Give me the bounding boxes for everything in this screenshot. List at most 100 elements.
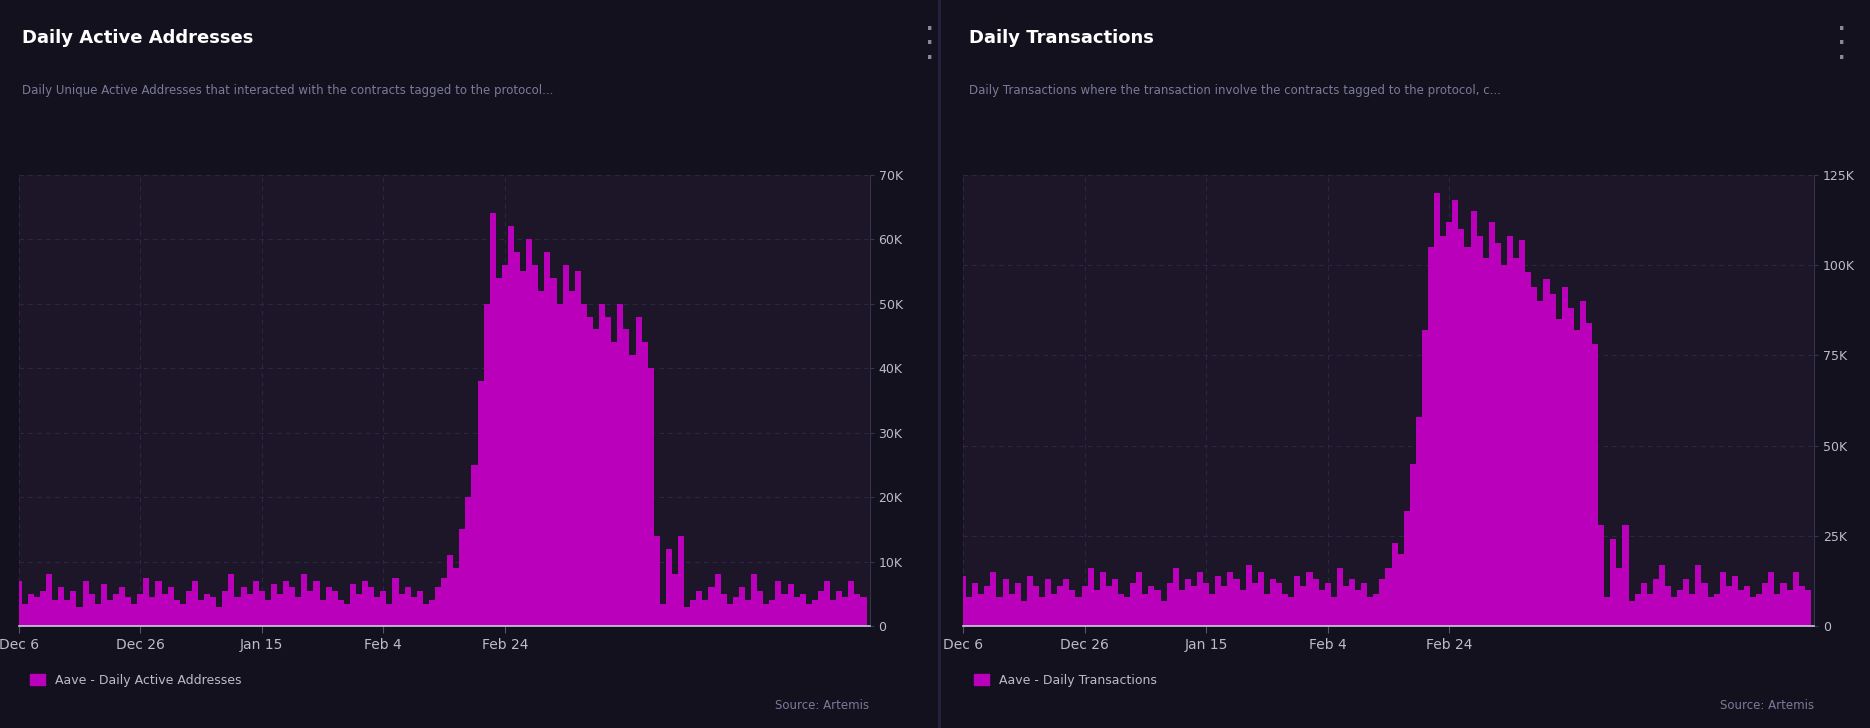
Bar (1659, 565, 1664, 626)
Bar (763, 604, 769, 626)
Bar (1616, 569, 1623, 626)
Bar (509, 226, 514, 626)
Bar (623, 330, 630, 626)
Bar (1105, 586, 1113, 626)
Bar (984, 586, 991, 626)
Bar (1780, 582, 1786, 626)
Bar (1634, 593, 1640, 626)
Bar (1070, 590, 1075, 626)
Bar (496, 278, 501, 626)
Bar (1100, 572, 1105, 626)
Bar (1161, 601, 1167, 626)
Bar (568, 290, 574, 626)
Bar (466, 497, 471, 626)
Text: Daily Active Addresses: Daily Active Addresses (22, 29, 254, 47)
Bar (1672, 597, 1677, 626)
Bar (1234, 579, 1240, 626)
Bar (331, 590, 338, 626)
Bar (112, 594, 120, 626)
Bar (849, 581, 855, 626)
Bar (1221, 586, 1227, 626)
Bar (636, 317, 641, 626)
Bar (793, 597, 800, 626)
Bar (1653, 579, 1659, 626)
Bar (471, 465, 477, 626)
Bar (1178, 590, 1186, 626)
Bar (709, 587, 714, 626)
Bar (393, 578, 398, 626)
Bar (1756, 593, 1762, 626)
Bar (1081, 586, 1088, 626)
Bar (739, 587, 744, 626)
Bar (1051, 593, 1057, 626)
Bar (1453, 200, 1459, 626)
Bar (1677, 590, 1683, 626)
Bar (1227, 572, 1234, 626)
Bar (997, 597, 1002, 626)
Bar (1118, 593, 1124, 626)
Bar (1197, 572, 1202, 626)
Bar (228, 574, 234, 626)
Bar (28, 594, 34, 626)
Bar (15, 581, 22, 626)
Bar (1129, 582, 1137, 626)
Bar (1750, 597, 1756, 626)
Bar (1537, 301, 1543, 626)
Bar (247, 594, 252, 626)
Legend: Aave - Daily Active Addresses: Aave - Daily Active Addresses (24, 669, 247, 692)
Bar (404, 587, 411, 626)
Bar (525, 240, 533, 626)
Bar (679, 536, 684, 626)
Bar (1113, 579, 1118, 626)
Bar (398, 594, 404, 626)
Bar (490, 213, 496, 626)
Bar (374, 597, 380, 626)
Bar (1210, 593, 1216, 626)
Bar (574, 272, 582, 626)
Bar (1283, 593, 1288, 626)
Bar (1337, 569, 1343, 626)
Bar (720, 594, 727, 626)
Bar (1075, 597, 1081, 626)
Bar (557, 304, 563, 626)
Bar (1172, 569, 1178, 626)
Bar (1270, 579, 1275, 626)
Bar (630, 355, 636, 626)
Bar (125, 597, 131, 626)
Bar (539, 290, 544, 626)
Bar (1008, 593, 1015, 626)
Bar (441, 578, 447, 626)
Bar (501, 265, 509, 626)
Bar (271, 584, 277, 626)
Bar (1313, 579, 1318, 626)
Bar (1440, 236, 1446, 626)
Bar (1288, 597, 1294, 626)
Bar (223, 590, 228, 626)
Bar (411, 597, 417, 626)
Bar (800, 594, 806, 626)
Bar (991, 572, 997, 626)
Bar (338, 601, 344, 626)
Bar (1689, 593, 1696, 626)
Bar (1793, 572, 1799, 626)
Bar (314, 581, 320, 626)
Bar (812, 601, 817, 626)
Bar (363, 581, 368, 626)
Bar (325, 587, 331, 626)
Bar (1477, 236, 1483, 626)
Bar (423, 604, 428, 626)
Bar (611, 342, 617, 626)
Text: ·: · (1838, 49, 1846, 68)
Bar (1167, 582, 1172, 626)
Bar (752, 574, 757, 626)
Bar (355, 594, 363, 626)
Bar (671, 574, 679, 626)
Bar (727, 604, 733, 626)
Bar (533, 265, 539, 626)
Bar (155, 581, 161, 626)
Text: ·: · (926, 49, 933, 68)
Bar (1459, 229, 1464, 626)
Bar (477, 381, 484, 626)
Bar (1410, 464, 1416, 626)
Text: Daily Transactions: Daily Transactions (969, 29, 1154, 47)
